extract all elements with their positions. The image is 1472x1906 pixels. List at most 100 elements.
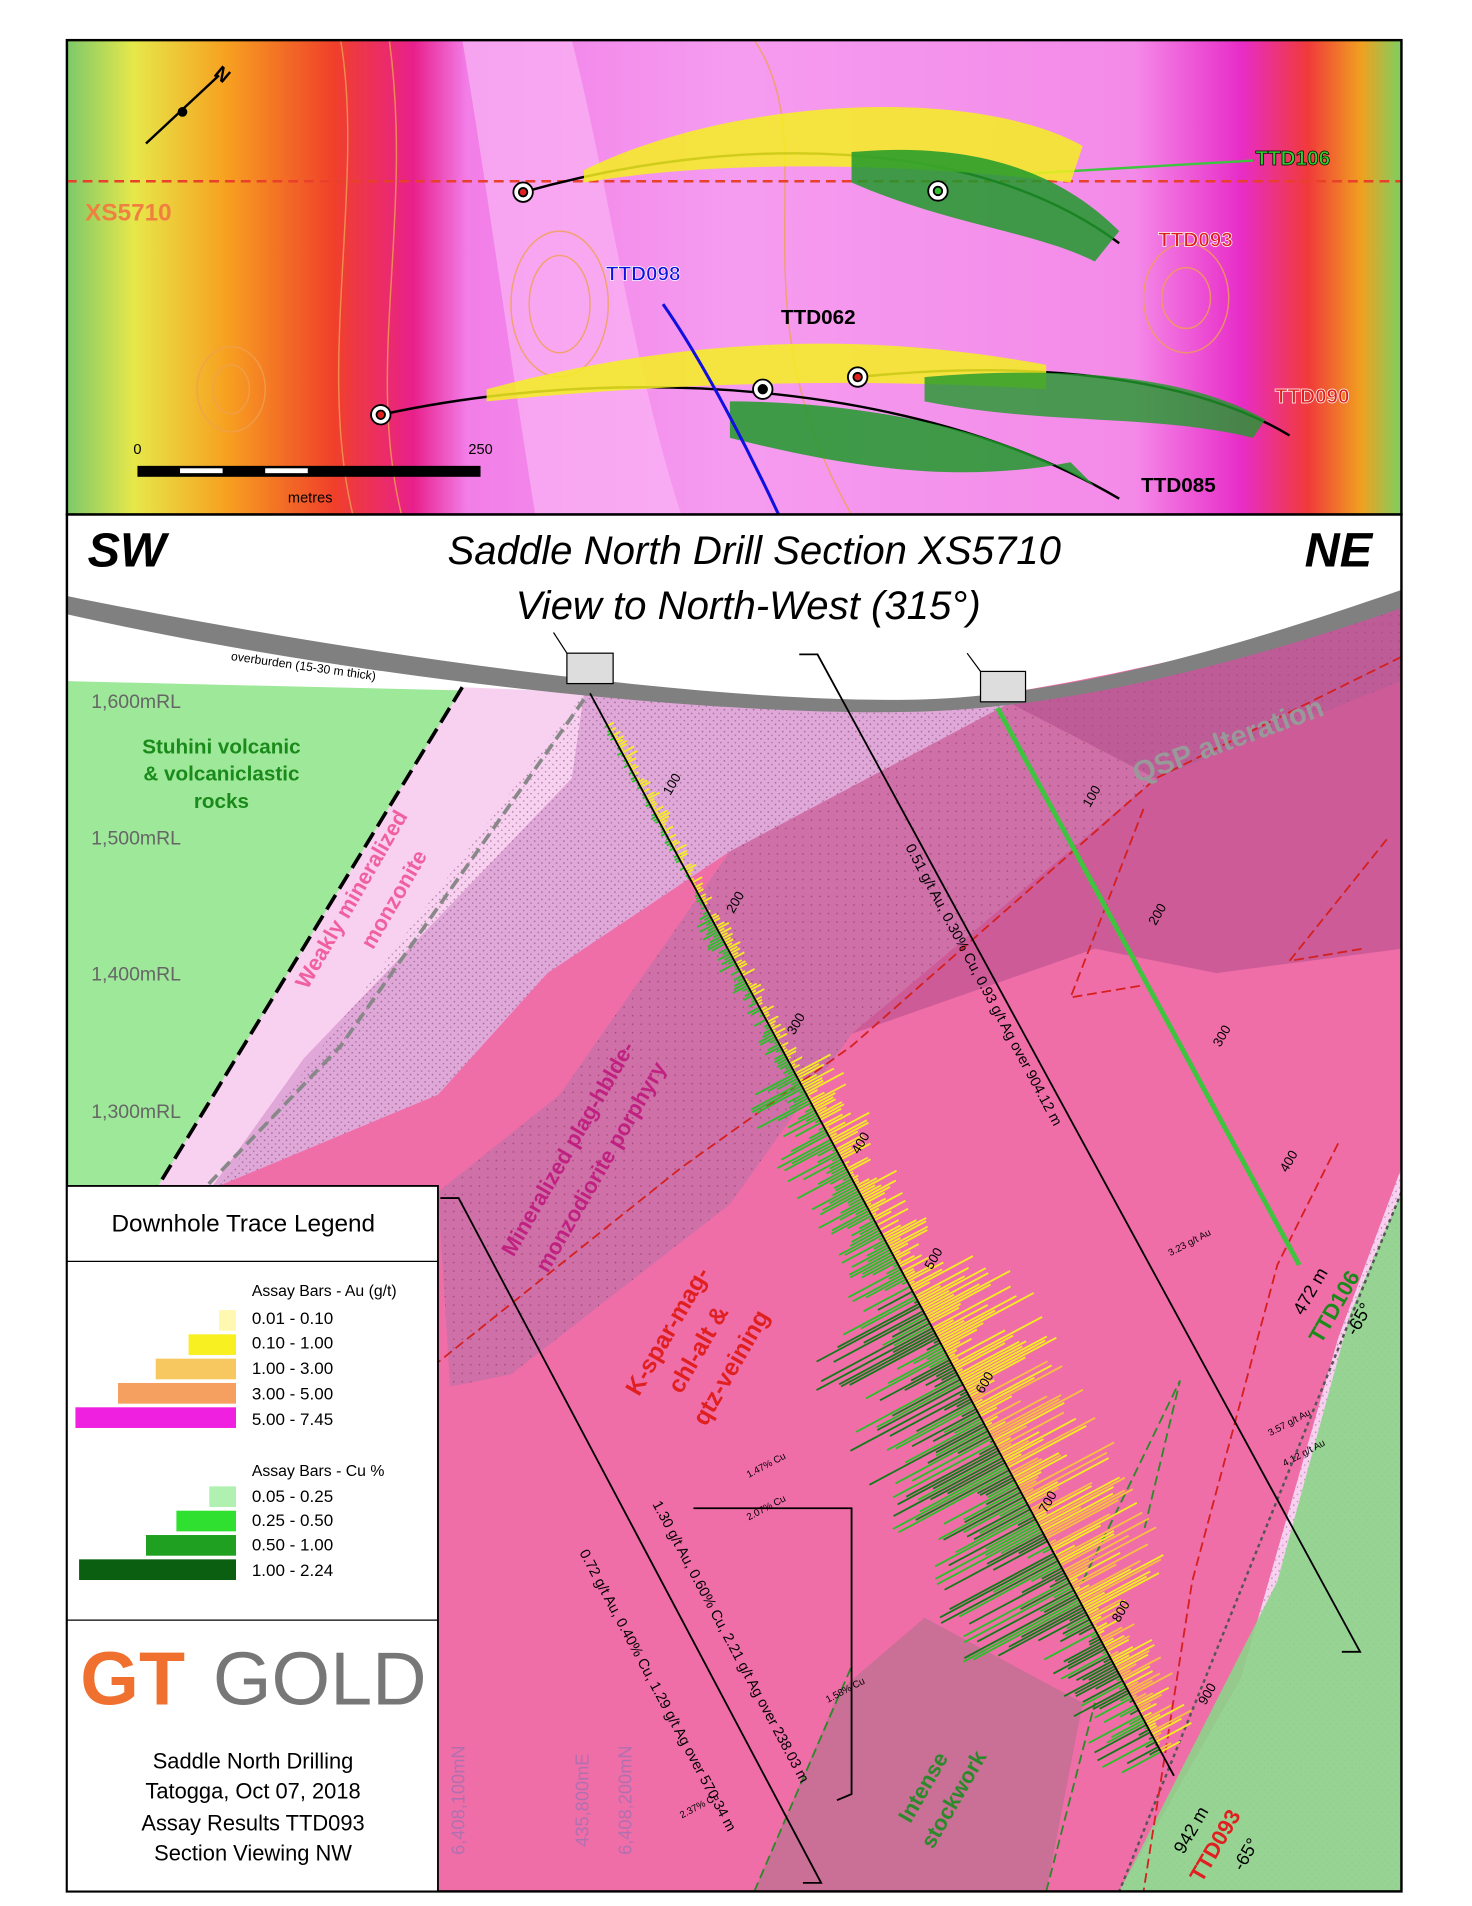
cu-bar — [926, 1342, 941, 1351]
au-bar — [965, 1356, 1026, 1391]
cu-bar — [1138, 1728, 1150, 1736]
cu-bar — [1060, 1653, 1109, 1680]
cu-bar — [1078, 1626, 1095, 1636]
cu-bar — [1092, 1689, 1129, 1711]
cu-bar — [930, 1459, 1005, 1501]
cu-bar — [961, 1408, 977, 1418]
cu-bar — [891, 1317, 928, 1338]
au-bar — [1024, 1481, 1059, 1501]
cu-bar — [1121, 1750, 1162, 1774]
au-bar — [616, 738, 624, 744]
au-bar — [1083, 1575, 1148, 1611]
cu-bar — [707, 925, 717, 932]
cu-bar — [934, 1513, 1034, 1568]
au-bar — [1065, 1526, 1157, 1577]
au-bar — [612, 730, 621, 737]
cu-bar — [932, 1415, 981, 1443]
cu-bar — [861, 1258, 896, 1279]
cu-bar — [927, 1430, 989, 1464]
cu-bar — [943, 1413, 980, 1434]
cu-bar — [1074, 1670, 1118, 1695]
cu-bar — [774, 1055, 787, 1064]
au-bar — [748, 982, 757, 989]
au-bar — [1149, 1709, 1192, 1733]
au-bar — [1102, 1637, 1114, 1645]
au-bar — [1057, 1530, 1115, 1562]
cu-bar — [774, 1053, 785, 1061]
section-subtitle: View to North-West (315°) — [516, 583, 981, 628]
cu-bar — [1118, 1684, 1126, 1690]
au-bar — [958, 1340, 1027, 1378]
au-bar — [737, 962, 748, 970]
au-bar — [805, 1071, 845, 1094]
cu-bar — [712, 933, 721, 939]
au-bar — [615, 735, 625, 742]
cu-bar — [866, 1244, 888, 1257]
au-bar — [768, 1020, 776, 1026]
au-bar — [1036, 1476, 1121, 1523]
au-bar — [996, 1411, 1065, 1449]
cu-bar — [925, 1368, 956, 1387]
au-bar — [766, 1015, 779, 1023]
cu-bar — [1088, 1635, 1100, 1643]
au-bar — [1037, 1476, 1126, 1525]
au-bar — [949, 1329, 1006, 1361]
cu-bar — [1067, 1648, 1106, 1670]
au-bar — [855, 1178, 870, 1187]
cu-bar — [1041, 1567, 1063, 1580]
cu-bar — [847, 1268, 902, 1299]
au-bar — [984, 1421, 993, 1427]
cu-bar — [1075, 1672, 1120, 1698]
au-bar — [883, 1219, 917, 1239]
cu-bar — [722, 950, 730, 956]
cu-bar — [963, 1584, 1072, 1644]
au-bar — [674, 843, 687, 852]
cu-bar — [999, 1501, 1027, 1517]
cu-bar — [769, 1038, 778, 1044]
cu-bar — [877, 1290, 914, 1311]
au-bar — [899, 1254, 923, 1268]
au-bar — [1035, 1512, 1047, 1520]
au-bar — [1056, 1511, 1143, 1560]
au-bar — [638, 779, 648, 786]
cu-bar — [756, 1087, 804, 1114]
au-bar — [1139, 1702, 1157, 1714]
au-bar — [1082, 1570, 1151, 1609]
au-bar — [1029, 1501, 1045, 1511]
au-bar — [881, 1224, 902, 1236]
cu-bar — [1145, 1741, 1157, 1748]
au-bar — [994, 1425, 1027, 1445]
cu-bar — [935, 1425, 986, 1454]
au-bar — [920, 1290, 950, 1307]
au-bar — [667, 833, 677, 840]
au-bar — [843, 1160, 850, 1165]
au-bar — [901, 1256, 930, 1273]
cu-bar — [794, 1121, 822, 1138]
au-bar — [815, 1106, 828, 1114]
au-bar — [947, 1353, 956, 1359]
cu-bar — [851, 1246, 890, 1268]
au-bar — [618, 743, 628, 749]
cu-bar — [985, 1520, 1038, 1550]
au-bar — [625, 756, 632, 761]
au-bar — [988, 1394, 1062, 1435]
cu-bar — [963, 1498, 1026, 1534]
au-bar — [1011, 1458, 1043, 1476]
au-bar — [621, 745, 635, 754]
legend-heading: Assay Bars - Cu % — [252, 1463, 385, 1480]
au-bar — [1078, 1554, 1164, 1601]
cu-bar — [851, 1226, 879, 1243]
cu-bar — [831, 1209, 870, 1232]
au-bar — [1135, 1686, 1170, 1707]
cu-bar — [847, 1195, 862, 1204]
au-bar — [1009, 1457, 1039, 1474]
cu-bar — [997, 1608, 1085, 1657]
au-bar — [941, 1322, 984, 1347]
au-bar — [1151, 1717, 1182, 1736]
au-bar — [869, 1207, 880, 1214]
legend-title: Downhole Trace Legend — [112, 1210, 376, 1237]
au-bar — [637, 778, 645, 783]
cu-bar — [934, 1373, 958, 1388]
cu-bar — [916, 1400, 973, 1433]
au-bar — [950, 1357, 959, 1364]
